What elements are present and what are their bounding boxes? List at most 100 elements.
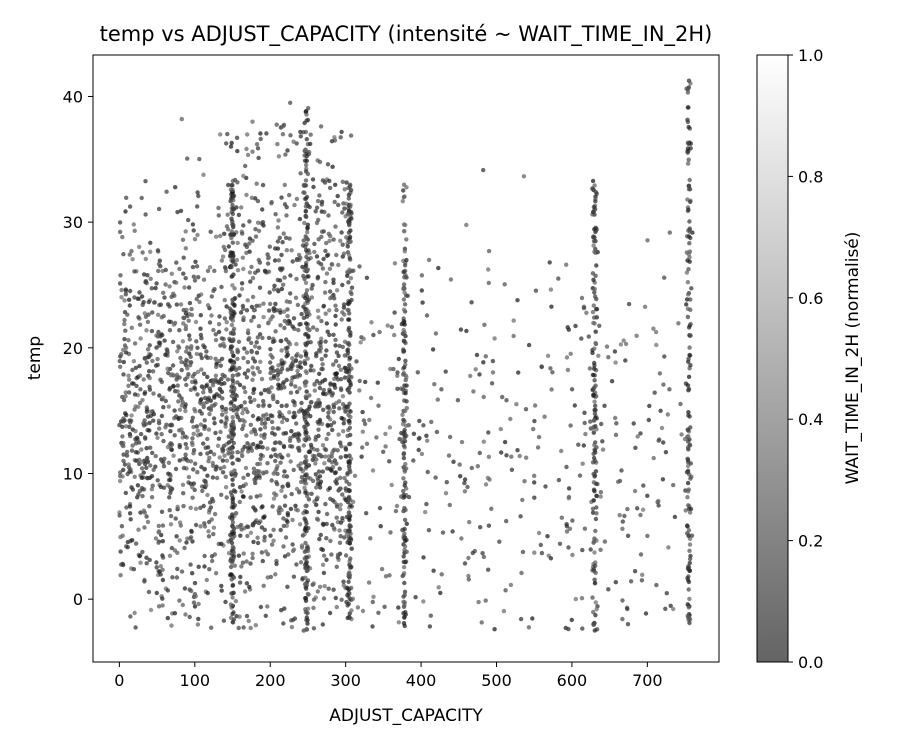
data-point bbox=[304, 555, 310, 560]
data-point bbox=[402, 330, 407, 335]
data-point bbox=[625, 606, 630, 612]
data-point bbox=[348, 409, 353, 414]
data-point bbox=[481, 360, 486, 365]
data-point bbox=[261, 314, 266, 320]
data-point bbox=[347, 611, 352, 616]
data-point bbox=[424, 313, 430, 318]
data-point bbox=[117, 281, 123, 286]
data-point bbox=[685, 161, 691, 166]
data-point bbox=[230, 259, 235, 264]
data-point bbox=[282, 182, 287, 188]
data-point bbox=[369, 320, 374, 325]
data-point bbox=[570, 518, 575, 523]
data-point bbox=[150, 310, 155, 315]
data-point bbox=[348, 536, 353, 541]
data-point bbox=[123, 490, 128, 496]
data-point bbox=[233, 392, 238, 398]
data-point bbox=[145, 319, 151, 325]
data-point bbox=[625, 533, 631, 538]
data-point bbox=[161, 464, 167, 469]
data-point bbox=[213, 234, 219, 239]
data-point bbox=[230, 378, 236, 383]
data-point bbox=[138, 336, 143, 341]
data-point bbox=[258, 452, 264, 458]
data-point bbox=[401, 297, 407, 302]
data-point bbox=[298, 466, 303, 471]
data-point bbox=[224, 495, 229, 500]
data-point bbox=[508, 416, 513, 422]
data-point bbox=[593, 383, 598, 388]
data-point bbox=[403, 560, 408, 565]
data-point bbox=[183, 276, 188, 281]
data-point bbox=[250, 377, 255, 382]
data-point bbox=[311, 605, 316, 611]
data-point bbox=[332, 199, 337, 205]
data-point bbox=[275, 277, 280, 283]
data-point bbox=[590, 426, 595, 431]
data-point bbox=[219, 492, 224, 497]
data-point bbox=[193, 319, 199, 325]
data-point bbox=[293, 503, 298, 508]
data-point bbox=[279, 366, 285, 372]
data-point bbox=[185, 375, 190, 380]
data-point bbox=[302, 424, 307, 429]
data-point bbox=[155, 362, 160, 368]
data-point bbox=[230, 512, 235, 517]
data-point bbox=[686, 325, 692, 330]
data-point bbox=[685, 480, 691, 486]
data-point bbox=[228, 253, 233, 258]
data-point bbox=[127, 204, 133, 209]
data-point bbox=[686, 503, 691, 508]
data-point bbox=[178, 355, 183, 361]
data-point bbox=[230, 202, 235, 208]
data-point bbox=[118, 573, 123, 578]
data-point bbox=[619, 468, 624, 473]
data-point bbox=[210, 463, 216, 469]
data-point bbox=[402, 544, 408, 549]
data-point bbox=[230, 419, 236, 424]
data-point bbox=[420, 300, 425, 305]
data-point bbox=[304, 389, 309, 394]
data-point bbox=[314, 378, 320, 384]
data-point bbox=[532, 480, 537, 485]
data-point bbox=[231, 526, 236, 531]
data-point bbox=[301, 238, 306, 243]
data-point bbox=[401, 476, 406, 481]
data-point bbox=[229, 577, 234, 582]
data-point bbox=[150, 369, 156, 374]
data-point bbox=[235, 356, 240, 362]
data-point bbox=[623, 358, 628, 363]
data-point bbox=[671, 606, 676, 612]
data-point bbox=[167, 284, 172, 289]
data-point bbox=[196, 564, 201, 569]
data-point bbox=[306, 449, 311, 455]
data-point bbox=[388, 366, 393, 372]
data-point bbox=[182, 545, 187, 551]
data-point bbox=[126, 373, 131, 378]
data-point bbox=[260, 335, 265, 341]
data-point bbox=[289, 366, 294, 372]
data-point bbox=[204, 399, 210, 405]
data-point bbox=[263, 549, 269, 554]
data-point bbox=[287, 236, 292, 241]
data-point bbox=[336, 353, 341, 359]
data-point bbox=[319, 336, 324, 341]
data-point bbox=[293, 295, 299, 300]
data-point bbox=[318, 124, 324, 129]
data-point bbox=[305, 621, 310, 626]
data-point bbox=[330, 427, 335, 433]
data-point bbox=[250, 356, 256, 361]
data-point bbox=[284, 377, 289, 383]
data-point bbox=[182, 360, 187, 365]
data-point bbox=[333, 224, 338, 229]
data-point bbox=[295, 374, 300, 379]
data-point bbox=[308, 141, 313, 147]
data-point bbox=[190, 495, 195, 500]
data-point bbox=[606, 355, 611, 360]
data-point bbox=[328, 538, 333, 544]
data-point bbox=[165, 350, 170, 355]
data-point bbox=[160, 555, 166, 560]
data-point bbox=[593, 225, 598, 230]
data-point bbox=[360, 429, 365, 434]
data-point bbox=[676, 321, 681, 326]
